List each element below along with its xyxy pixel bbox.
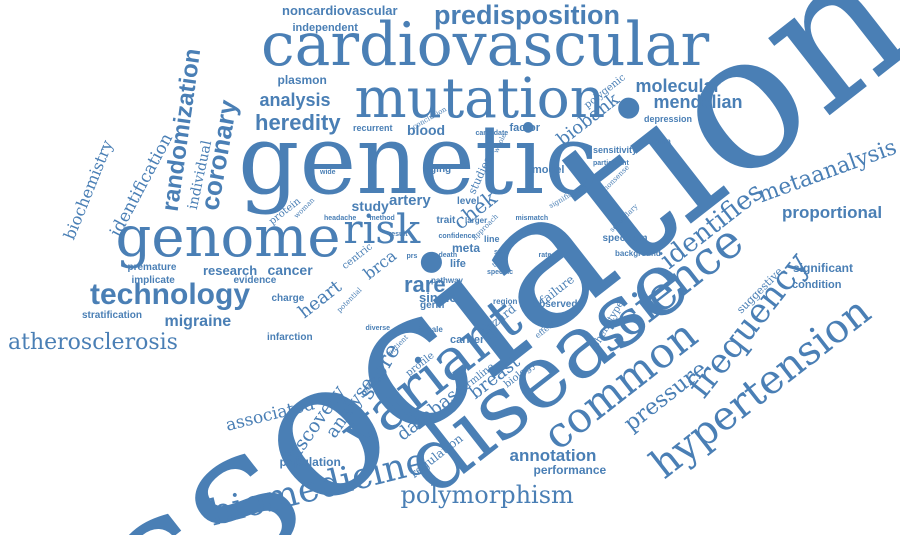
word-implicate: implicate [131,275,175,286]
word-aging: aging [424,164,452,175]
word-molecular: molecular [635,76,721,96]
word-condition: condition [792,278,842,291]
word-premature: premature [127,262,177,273]
word-predisposition: predisposition [434,0,621,30]
word-larger: larger [465,216,488,225]
word-charge: charge [271,293,305,304]
word-population: population [279,455,341,469]
word-independent: independent [292,21,358,34]
word-trait: trait [436,215,456,226]
word-proportional: proportional [782,202,883,222]
word-specific: specific [487,268,514,276]
word-spectrum: spectrum [602,233,648,244]
word-genome: genome [115,205,341,270]
word-single: single [419,289,457,305]
word-evidence: evidence [233,275,277,286]
word-genetic: genetic [238,104,598,216]
word-female: female [417,325,443,334]
word-sensitivity: sensitivity [593,144,638,155]
word-participant: participant [593,159,629,167]
word-headache: headache [324,214,357,222]
word-candidate: candidate [475,129,509,137]
word-region: region [493,297,518,306]
word-carrier: carrier [450,333,485,346]
word-meta: meta [452,241,481,255]
word-prs: prs [406,252,418,260]
word-model: model [532,163,565,176]
word-line: line [484,233,500,244]
word-artery: artery [389,191,431,209]
word-background: background [615,249,661,258]
word-migraine: migraine [164,313,232,330]
word-cardiovascular: cardiovascular [261,10,710,80]
word-technology: technology [90,278,251,311]
word-study: study [351,198,389,214]
word-cancer: cancer [267,262,313,278]
word-pathway: pathway [431,276,464,285]
word-stratification: stratification [82,310,143,321]
word-angina: angina [645,137,671,146]
word-infarction: infarction [267,332,313,343]
word-annotation: annotation [509,445,597,465]
word-heredity: heredity [255,110,341,135]
word-risk: risk [343,207,421,253]
word-confidence: confidence [438,232,476,240]
word-rate: rate [538,251,552,259]
word-atherosclerosis: atherosclerosis [8,330,178,355]
word-wide: wide [320,168,336,176]
word-significant: significant [793,261,854,275]
word-result: result [388,230,408,238]
word-death: death [438,251,458,259]
word-level: level [457,196,480,207]
word-mendelian: mendelian [653,92,743,112]
word-analysis: analysis [259,90,331,110]
word-method: method [369,214,395,222]
word-mutation: mutation [354,65,606,130]
word-polymorphism: polymorphism [400,481,574,509]
word-depression: depression [644,113,693,124]
word-observed: observed [533,299,578,310]
word-clinical: clinical [518,228,542,236]
word-mismatch: mismatch [515,214,549,222]
word-rare: rare [404,272,446,297]
word-life: life [450,257,466,270]
word-diverse: diverse [365,324,391,332]
word-noncardiovascular: noncardiovascular [282,2,398,18]
word-research: research [203,262,258,278]
word-performance: performance [533,463,607,477]
word-recurrent: recurrent [353,122,393,133]
word-sex: sex [494,248,506,256]
word-plasmon: plasmon [277,73,327,87]
word-factor: factor [509,121,541,134]
word-blood: blood [407,122,446,138]
word-germ: germ [420,300,445,311]
